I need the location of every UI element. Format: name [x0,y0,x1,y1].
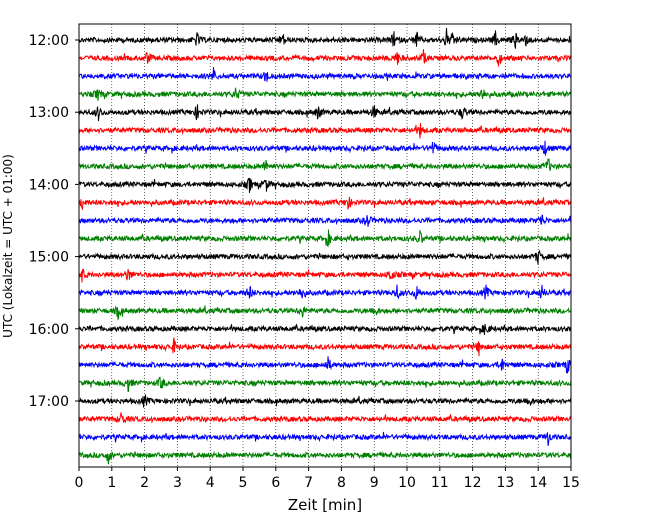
trace-11 [78,229,572,248]
plot-frame [78,23,572,468]
trace-21 [78,412,571,424]
y-tick-label-0: 12:00 [29,33,69,49]
trace-20 [78,394,572,408]
trace-6 [78,140,572,156]
trace-13 [78,268,572,283]
x-tick-label-3: 3 [173,475,182,491]
trace-1 [78,49,572,67]
y-tick-label-5: 17:00 [29,394,69,410]
x-axis-ticks: 0 1 2 3 4 5 6 7 8 9 10 11 12 13 14 15 [75,467,580,491]
x-tick-label-6: 6 [271,475,280,491]
trace-0 [78,27,572,49]
trace-18 [78,356,572,374]
trace-9 [78,196,572,211]
y-tick-label-2: 14:00 [29,177,69,193]
trace-5 [78,122,572,139]
x-tick-label-4: 4 [206,475,215,491]
trace-16 [78,323,572,336]
trace-14 [79,284,572,300]
trace-19 [78,376,572,393]
trace-12 [78,249,572,265]
x-tick-label-0: 0 [75,475,84,491]
trace-7 [78,158,572,172]
x-tick-label-1: 1 [107,475,116,491]
x-tick-label-14: 14 [529,475,547,491]
trace-4 [78,104,572,122]
x-tick-label-9: 9 [370,475,379,491]
x-tick-label-13: 13 [496,475,514,491]
trace-10 [78,214,572,227]
trace-lines [78,27,572,465]
y-tick-label-1: 13:00 [29,105,69,121]
trace-23 [78,450,572,465]
y-axis-ticks: 12:00 13:00 14:00 15:00 16:00 17:00 [29,33,79,410]
trace-17 [78,337,572,357]
plot-background [79,24,571,467]
trace-8 [78,177,572,193]
trace-2 [78,66,572,82]
trace-15 [78,305,572,321]
x-tick-label-8: 8 [337,475,346,491]
trace-22 [78,431,572,447]
vertical-gridlines [111,24,539,467]
x-tick-label-15: 15 [562,475,580,491]
x-tick-label-7: 7 [304,475,313,491]
y-tick-label-4: 16:00 [29,322,69,338]
trace-3 [79,87,572,101]
x-tick-label-11: 11 [431,475,449,491]
x-tick-label-10: 10 [398,475,416,491]
x-axis-label: Zeit [min] [288,496,362,514]
x-tick-label-5: 5 [239,475,248,491]
y-axis-label: UTC (Lokalzeit = UTC + 01:00) [1,154,15,338]
y-tick-label-3: 15:00 [29,250,69,266]
x-tick-label-12: 12 [464,475,482,491]
x-tick-label-2: 2 [140,475,149,491]
